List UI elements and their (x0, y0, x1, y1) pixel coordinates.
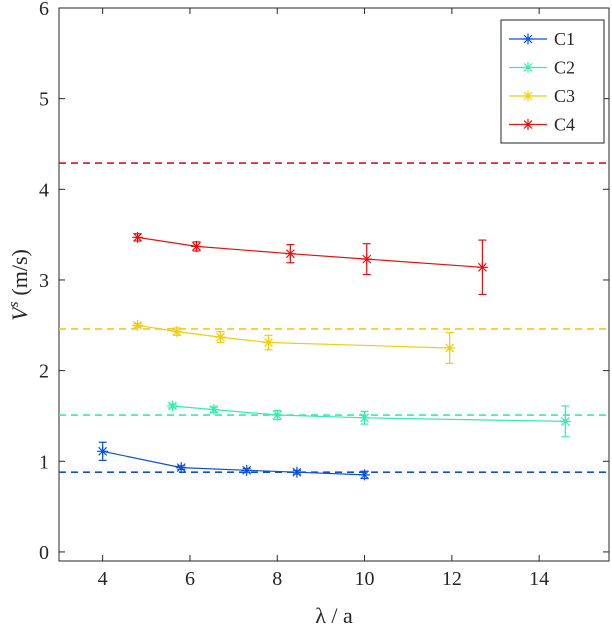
y-tick-label: 0 (39, 542, 49, 564)
data-point-c1 (359, 469, 371, 481)
data-point-c3 (132, 319, 144, 331)
data-point-c1 (241, 464, 253, 476)
data-point-c2 (559, 415, 571, 427)
y-tick-label: 6 (39, 0, 49, 20)
legend-marker-c3 (522, 90, 534, 102)
data-point-c2 (208, 404, 220, 416)
legend-marker-c4 (522, 119, 534, 130)
data-point-c1 (175, 462, 187, 474)
data-point-c3 (215, 331, 227, 343)
legend-entry-c2: C2 (509, 58, 575, 78)
data-point-c3 (263, 337, 275, 349)
legend-label-c3: C3 (554, 86, 575, 106)
data-point-c4 (361, 253, 373, 265)
data-point-c4 (132, 231, 144, 243)
data-point-c3 (171, 326, 183, 338)
x-tick-label: 10 (355, 568, 375, 590)
legend-entry-c3: C3 (509, 86, 575, 106)
data-point-c4 (284, 248, 296, 260)
data-point-c2 (166, 400, 178, 412)
legend-label-c2: C2 (554, 58, 575, 78)
legend-label-c1: C1 (554, 29, 575, 49)
legend-box (500, 19, 605, 144)
legend-label-c4: C4 (554, 115, 575, 135)
legend-marker-c2 (522, 62, 534, 73)
x-tick-label: 4 (98, 568, 108, 590)
series-c1 (97, 441, 371, 481)
x-tick-label: 8 (272, 568, 282, 590)
legend-marker-c1 (522, 33, 534, 45)
x-tick-label: 6 (185, 568, 195, 590)
x-axis-label: λ / a (315, 603, 353, 628)
legend-entry-c4: C4 (509, 115, 575, 135)
x-tick-label: 12 (442, 568, 462, 590)
series-c2 (166, 400, 571, 438)
data-point-c4 (191, 240, 202, 252)
series-c3 (132, 319, 456, 364)
data-point-c2 (271, 409, 283, 421)
data-point-c4 (476, 261, 488, 273)
y-tick-label: 3 (39, 270, 49, 292)
y-tick-label: 2 (39, 361, 49, 383)
data-point-c3 (444, 342, 456, 354)
series-c4 (132, 231, 488, 296)
y-axis-label: Vs(m/s) (6, 249, 32, 321)
data-point-c2 (359, 412, 371, 424)
y-tick-label: 4 (39, 179, 49, 201)
y-tick-label: 1 (39, 451, 49, 473)
legend-entry-c1: C1 (509, 29, 575, 49)
data-point-c1 (97, 445, 109, 457)
x-tick-label: 14 (529, 568, 549, 590)
y-tick-label: 5 (39, 89, 49, 111)
data-point-c1 (291, 466, 303, 478)
